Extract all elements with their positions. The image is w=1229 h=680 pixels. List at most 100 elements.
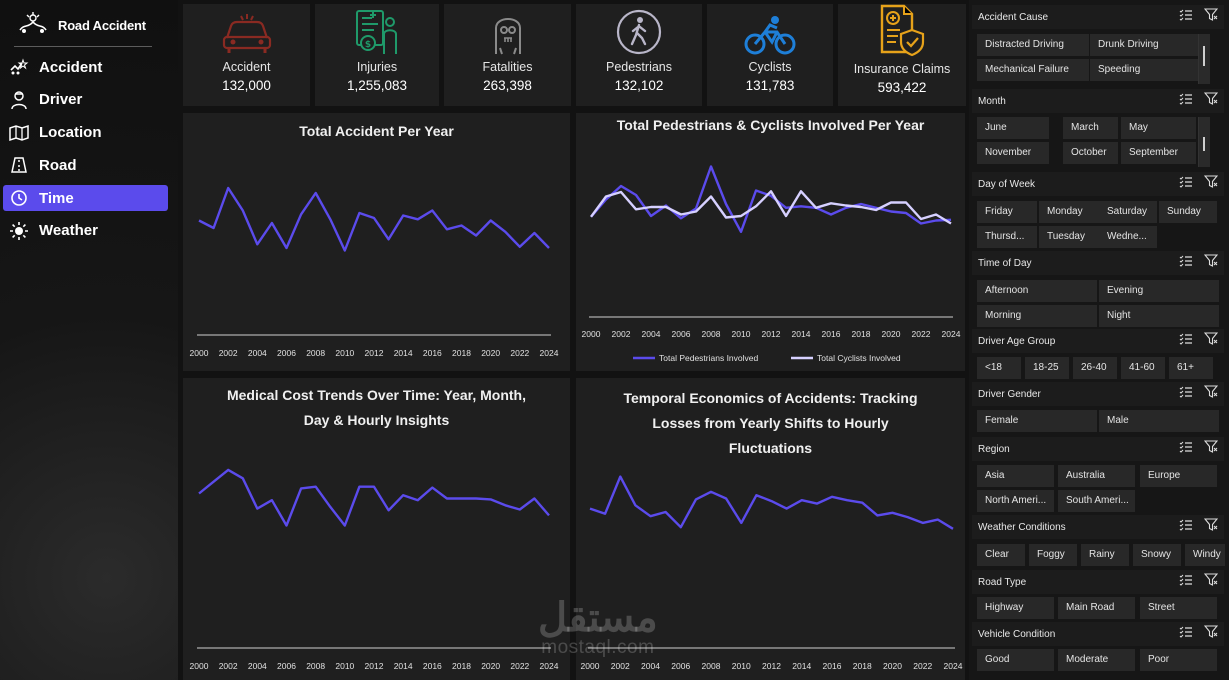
filter-option[interactable]: 41-60: [1121, 357, 1165, 379]
brand: Road Accident: [16, 10, 146, 40]
filter-option[interactable]: Evening: [1099, 280, 1219, 302]
kpi-card-cyclists: Cyclists 131,783: [707, 4, 833, 106]
filter-option[interactable]: Tuesday: [1039, 226, 1099, 248]
filter-option[interactable]: Australia: [1058, 465, 1135, 487]
select-all-icon[interactable]: [1179, 573, 1192, 591]
filter-option[interactable]: Moderate: [1058, 649, 1135, 671]
x-tick-label: 2014: [394, 661, 413, 671]
clear-filter-icon[interactable]: [1203, 518, 1219, 536]
select-all-icon[interactable]: [1179, 254, 1192, 272]
x-tick-label: 2024: [942, 329, 961, 339]
nav-item-label: Driver: [39, 91, 83, 109]
road-logo-icon: [16, 10, 50, 41]
select-all-icon[interactable]: [1179, 332, 1192, 350]
filter-option[interactable]: Night: [1099, 305, 1219, 327]
select-all-icon[interactable]: [1179, 518, 1192, 536]
filter-option[interactable]: Foggy: [1029, 544, 1077, 566]
select-all-icon[interactable]: [1179, 385, 1192, 403]
filter-option[interactable]: Street: [1140, 597, 1217, 619]
series-line-medical-cost: [198, 468, 550, 527]
filter-option[interactable]: South Ameri...: [1058, 490, 1135, 512]
filter-option[interactable]: November: [977, 142, 1049, 164]
filter-option[interactable]: May: [1121, 117, 1196, 139]
filter-option[interactable]: Highway: [977, 597, 1054, 619]
clear-filter-icon[interactable]: [1203, 385, 1219, 403]
clear-filter-icon[interactable]: [1203, 332, 1219, 350]
chart-panel-medical-cost: Medical Cost Trends Over Time: Year, Mon…: [183, 378, 570, 680]
x-tick-label: 2018: [452, 348, 471, 358]
x-tick-label: 2024: [944, 661, 963, 671]
scroll-thumb[interactable]: [1203, 137, 1205, 151]
filter-option[interactable]: North Ameri...: [977, 490, 1054, 512]
filter-option[interactable]: Sunday: [1159, 201, 1217, 223]
clear-filter-icon[interactable]: [1203, 92, 1219, 110]
filter-option[interactable]: 18-25: [1025, 357, 1069, 379]
pedestrian-icon: [576, 4, 702, 60]
clear-filter-icon[interactable]: [1203, 573, 1219, 591]
filter-scrollbar[interactable]: [1198, 117, 1210, 167]
select-all-icon[interactable]: [1179, 175, 1192, 193]
filter-option[interactable]: Clear: [977, 544, 1025, 566]
x-tick-label: 2006: [277, 661, 296, 671]
select-all-icon[interactable]: [1179, 625, 1192, 643]
x-tick-label: 2014: [792, 661, 811, 671]
nav-item-weather[interactable]: Weather: [3, 218, 168, 244]
filter-option[interactable]: Friday: [977, 201, 1037, 223]
filter-option[interactable]: Thursd...: [977, 226, 1037, 248]
select-all-icon[interactable]: [1179, 92, 1192, 110]
filter-option[interactable]: Main Road: [1058, 597, 1135, 619]
filter-option[interactable]: <18: [977, 357, 1021, 379]
filter-option[interactable]: Monday: [1039, 201, 1099, 223]
filter-option[interactable]: Drunk Driving: [1090, 34, 1199, 56]
clear-filter-icon[interactable]: [1203, 440, 1219, 458]
clear-filter-icon[interactable]: [1203, 254, 1219, 272]
x-tick-label: 2024: [540, 348, 559, 358]
filter-option[interactable]: Speeding: [1090, 59, 1199, 81]
filter-option[interactable]: Windy: [1185, 544, 1225, 566]
filter-option[interactable]: 61+: [1169, 357, 1213, 379]
filter-option[interactable]: Asia: [977, 465, 1054, 487]
kpi-label: Accident: [222, 60, 271, 74]
clear-filter-icon: [1203, 385, 1219, 398]
filter-option[interactable]: Saturday: [1099, 201, 1157, 223]
nav-item-road[interactable]: Road: [3, 152, 168, 178]
filter-option[interactable]: Female: [977, 410, 1097, 432]
select-all-icon[interactable]: [1179, 8, 1192, 26]
clear-filter-icon[interactable]: [1203, 8, 1219, 26]
kpi-value: 263,398: [483, 78, 532, 93]
filter-option[interactable]: Snowy: [1133, 544, 1181, 566]
nav-item-driver[interactable]: Driver: [3, 87, 168, 113]
filter-option[interactable]: Poor: [1140, 649, 1217, 671]
filter-option[interactable]: Afternoon: [977, 280, 1097, 302]
filter-option[interactable]: 26-40: [1073, 357, 1117, 379]
nav-item-label: Location: [39, 124, 102, 142]
filter-option[interactable]: March: [1063, 117, 1118, 139]
filter-scrollbar[interactable]: [1198, 34, 1210, 84]
clock-icon: [8, 189, 30, 207]
nav-item-accident[interactable]: Accident: [3, 54, 168, 80]
filter-option[interactable]: October: [1063, 142, 1118, 164]
select-all-icon: [1179, 93, 1192, 105]
nav-item-label: Road: [39, 156, 77, 174]
x-tick-label: 2014: [792, 329, 811, 339]
x-tick-label: 2004: [248, 661, 267, 671]
filter-option[interactable]: September: [1121, 142, 1196, 164]
filter-title: Driver Gender: [978, 388, 1041, 400]
x-tick-label: 2008: [306, 348, 325, 358]
filter-option[interactable]: Male: [1099, 410, 1219, 432]
scroll-thumb[interactable]: [1203, 46, 1205, 66]
clear-filter-icon[interactable]: [1203, 625, 1219, 643]
filter-option[interactable]: Europe: [1140, 465, 1217, 487]
filter-option[interactable]: Mechanical Failure: [977, 59, 1089, 81]
filter-option[interactable]: June: [977, 117, 1049, 139]
nav-item-location[interactable]: Location: [3, 120, 168, 146]
filter-option[interactable]: Morning: [977, 305, 1097, 327]
select-all-icon[interactable]: [1179, 440, 1192, 458]
filter-option[interactable]: Wedne...: [1099, 226, 1157, 248]
filter-option[interactable]: Rainy: [1081, 544, 1129, 566]
filter-option[interactable]: Good: [977, 649, 1054, 671]
nav-item-time[interactable]: Time: [3, 185, 168, 212]
filter-option[interactable]: Distracted Driving: [977, 34, 1089, 56]
clear-filter-icon[interactable]: [1203, 175, 1219, 193]
x-tick-label: 2000: [582, 329, 601, 339]
